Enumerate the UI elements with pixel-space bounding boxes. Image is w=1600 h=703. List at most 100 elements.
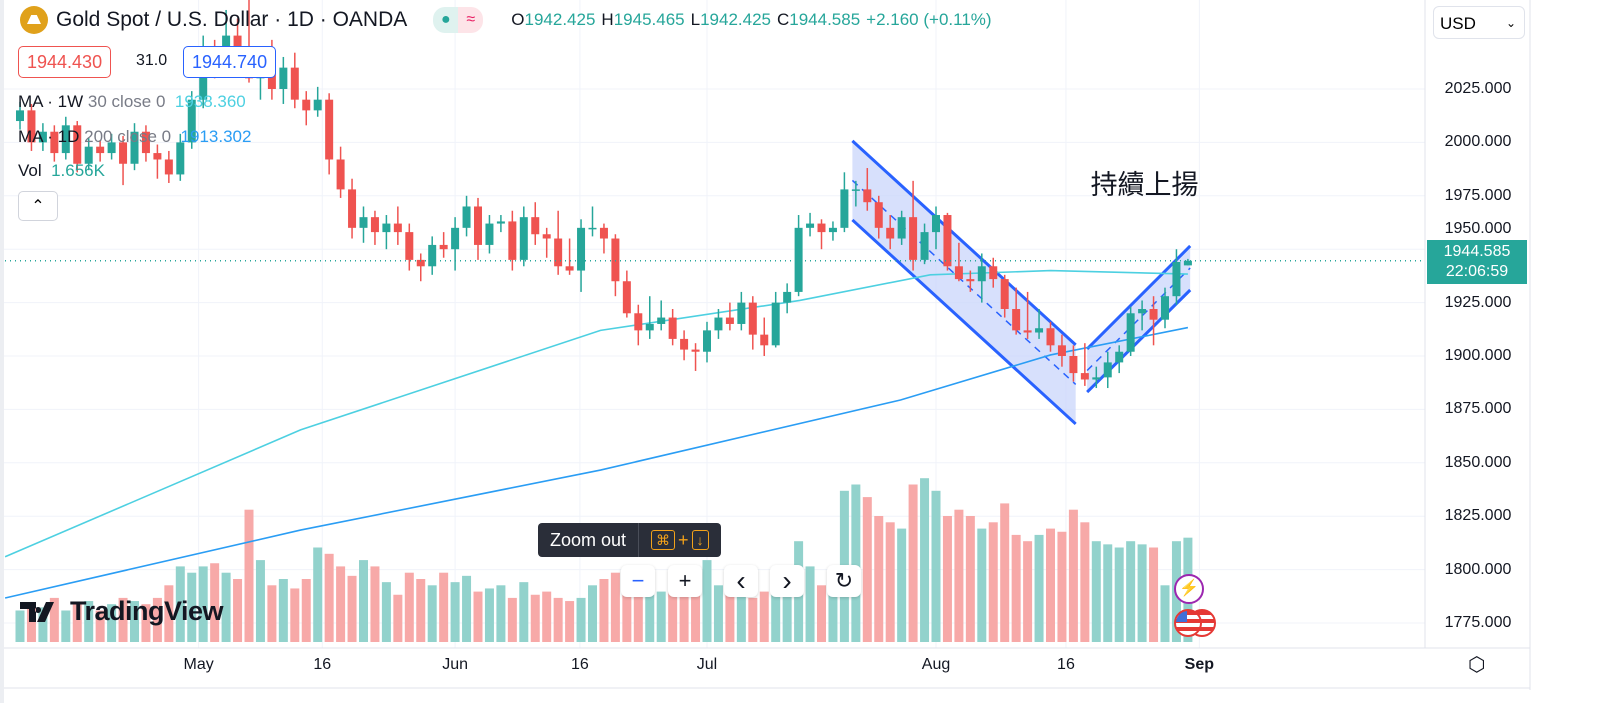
zoom-in-button[interactable]: + bbox=[668, 565, 702, 597]
time-tick-label: 16 bbox=[313, 656, 332, 673]
time-tick-label: Jul bbox=[696, 656, 718, 673]
volume-bar bbox=[588, 585, 597, 642]
volume-bar bbox=[736, 579, 746, 642]
volume-bar bbox=[817, 585, 826, 642]
candle bbox=[153, 144, 162, 179]
time-tick-label: 16 bbox=[570, 656, 589, 673]
candle bbox=[680, 330, 689, 361]
zoom-out-button[interactable]: − bbox=[621, 565, 655, 597]
candle bbox=[325, 93, 334, 175]
us-flag-event-icon[interactable] bbox=[1174, 609, 1202, 637]
indicator-volume[interactable]: Vol 1.656K bbox=[18, 161, 105, 180]
settings-hexagon-icon[interactable]: ⬡ bbox=[1468, 654, 1486, 676]
candle bbox=[290, 52, 299, 109]
volume-bar bbox=[702, 560, 712, 642]
scroll-left-button[interactable]: ‹ bbox=[724, 565, 758, 597]
volume-bar bbox=[771, 585, 781, 642]
volume-bar bbox=[187, 572, 197, 642]
collapse-legend-button[interactable]: ⌃ bbox=[18, 191, 58, 221]
candle bbox=[405, 223, 414, 271]
candle bbox=[370, 210, 379, 245]
volume-bar bbox=[977, 528, 987, 642]
volume-bar bbox=[1114, 547, 1124, 642]
candle bbox=[1172, 249, 1181, 305]
candle bbox=[943, 212, 952, 271]
volume-bar bbox=[656, 591, 666, 642]
candle bbox=[714, 309, 723, 339]
candle bbox=[634, 304, 643, 346]
symbol-title[interactable]: Gold Spot / U.S. Dollar · 1D · OANDA bbox=[56, 8, 408, 31]
candle bbox=[38, 123, 47, 151]
time-tick-label: May bbox=[183, 656, 214, 673]
volume-bar bbox=[233, 579, 243, 642]
candle bbox=[485, 215, 494, 254]
down_channel-fill bbox=[852, 140, 1076, 424]
candle bbox=[496, 215, 505, 233]
command-key-icon: ⌘ bbox=[651, 530, 676, 550]
candle bbox=[554, 210, 563, 275]
time-tick-label: Sep bbox=[1184, 656, 1215, 673]
candle bbox=[416, 253, 425, 282]
volume-bar bbox=[965, 516, 975, 642]
chevron-down-icon: ⌄ bbox=[1505, 16, 1516, 30]
candle bbox=[703, 321, 711, 363]
candle bbox=[588, 206, 597, 237]
volume-bar bbox=[26, 604, 36, 642]
candle bbox=[1126, 306, 1135, 356]
volume-bar bbox=[782, 572, 792, 642]
volume-bar bbox=[462, 575, 472, 642]
volume-bar bbox=[1103, 544, 1113, 642]
currency-select[interactable]: USD ⌄ bbox=[1433, 6, 1525, 39]
volume-bar bbox=[691, 572, 701, 642]
volume-bar bbox=[210, 563, 220, 642]
candle bbox=[966, 270, 975, 292]
volume-bar bbox=[1000, 503, 1010, 642]
indicator-ma-1d[interactable]: MA · 1D 200 close 0 1913.302 bbox=[18, 127, 252, 146]
buy-button[interactable]: 1944.740 bbox=[183, 46, 277, 78]
candle bbox=[645, 296, 654, 339]
annotation-text[interactable]: 持續上揚 bbox=[1090, 169, 1199, 200]
volume-bar bbox=[152, 597, 162, 642]
volume-bar bbox=[130, 601, 139, 642]
candle bbox=[909, 180, 918, 271]
candle bbox=[840, 172, 849, 233]
volume-bar bbox=[530, 594, 540, 642]
candle bbox=[886, 215, 895, 250]
candle bbox=[61, 116, 70, 160]
volume-bar bbox=[72, 604, 82, 642]
candle bbox=[783, 283, 792, 314]
indicator-ma-1w[interactable]: MA · 1W 30 close 0 1938.360 bbox=[18, 92, 246, 111]
volume-bar bbox=[1091, 541, 1101, 642]
volume-bar bbox=[427, 585, 437, 642]
candle bbox=[737, 291, 746, 331]
status-pill[interactable]: ● ≈ bbox=[433, 7, 484, 33]
sell-button[interactable]: 1944.430 bbox=[18, 46, 112, 78]
candles bbox=[16, 0, 1192, 389]
volume-bar bbox=[553, 597, 563, 642]
lightning-event-icon[interactable]: ⚡ bbox=[1174, 574, 1204, 604]
candle bbox=[920, 223, 929, 265]
volume-bar bbox=[370, 566, 380, 642]
tradingview-logo-icon bbox=[20, 601, 54, 622]
scroll-right-button[interactable]: › bbox=[770, 565, 804, 597]
price-tick-label: 1825.000 bbox=[1444, 507, 1512, 525]
candle bbox=[725, 302, 734, 331]
candle bbox=[176, 133, 185, 181]
candle bbox=[874, 195, 883, 239]
volume-bar bbox=[805, 566, 815, 642]
volume-bar bbox=[1137, 544, 1147, 642]
volume-bar bbox=[416, 579, 426, 642]
tradingview-logo[interactable]: TradingView bbox=[20, 596, 224, 627]
candle bbox=[451, 217, 460, 271]
reset-chart-button[interactable]: ↻ bbox=[827, 565, 861, 597]
volume-bar bbox=[633, 588, 643, 642]
volume-bar bbox=[908, 484, 918, 642]
spread-value: 31.0 bbox=[136, 52, 168, 69]
gold-icon bbox=[20, 6, 48, 34]
volume-bar bbox=[622, 575, 632, 642]
volume-bar bbox=[15, 610, 25, 642]
candle bbox=[187, 91, 196, 149]
price-tick-label: 1950.000 bbox=[1444, 220, 1512, 237]
candle bbox=[794, 215, 803, 297]
